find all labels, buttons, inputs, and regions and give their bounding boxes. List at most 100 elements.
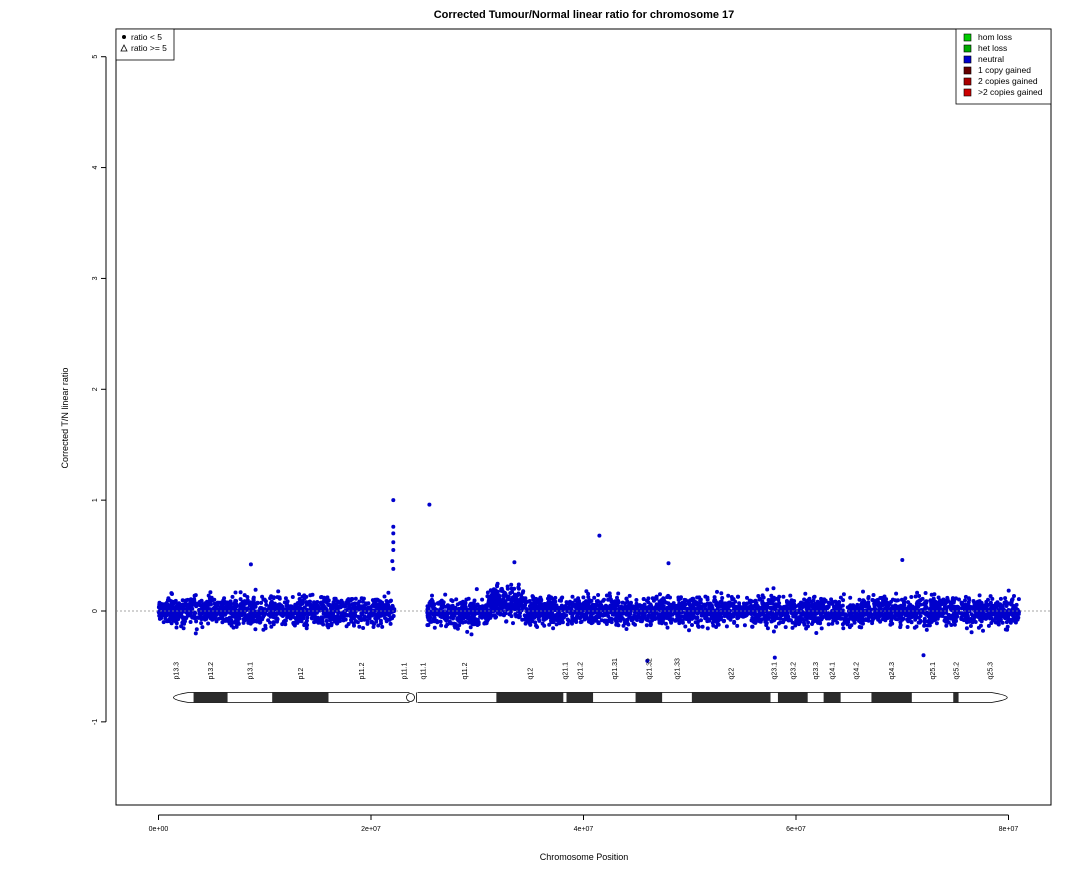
data-point: [326, 625, 331, 630]
data-point: [435, 620, 440, 625]
data-point: [764, 613, 769, 618]
data-point: [735, 594, 740, 599]
data-point: [253, 627, 258, 632]
data-point: [439, 603, 444, 608]
plot-frame: [115, 28, 1052, 806]
data-point: [208, 602, 213, 607]
data-point: [860, 608, 865, 613]
data-point: [472, 598, 477, 603]
ideogram-band: [691, 692, 771, 703]
data-point: [838, 595, 843, 600]
data-point: [455, 616, 460, 621]
data-point: [286, 604, 291, 609]
data-point: [503, 600, 508, 605]
data-point: [312, 600, 316, 605]
data-point: [333, 614, 338, 619]
data-point: [218, 605, 223, 609]
x-tick-label: 4e+07: [574, 826, 594, 833]
data-point: [712, 598, 717, 603]
data-point: [201, 608, 206, 613]
data-point: [781, 594, 786, 599]
data-point: [607, 616, 612, 621]
data-point: [732, 619, 737, 624]
data-point: [826, 622, 831, 627]
data-point: [428, 603, 433, 608]
data-point: [359, 596, 364, 601]
data-point: [245, 595, 250, 599]
data-point: [788, 618, 793, 623]
data-point: [934, 621, 939, 626]
data-point: [164, 601, 169, 605]
ideogram-band-label: q23.1: [772, 662, 779, 680]
data-point: [953, 617, 958, 621]
data-point: [497, 602, 502, 607]
data-point: [819, 626, 824, 631]
data-point: [639, 616, 644, 621]
data-point: [230, 612, 235, 617]
data-point: [248, 562, 253, 567]
data-point: [750, 599, 755, 604]
data-point: [426, 617, 431, 622]
data-point: [234, 602, 239, 607]
data-point: [353, 608, 358, 613]
data-point: [693, 607, 698, 612]
data-point: [159, 616, 164, 621]
data-point: [845, 621, 849, 626]
data-point: [469, 632, 474, 637]
data-point: [531, 597, 536, 602]
data-point: [430, 593, 434, 598]
data-point: [276, 611, 281, 616]
data-point: [225, 600, 230, 605]
data-point: [194, 627, 199, 632]
data-point: [179, 624, 184, 629]
data-point: [177, 614, 182, 619]
data-point: [1013, 620, 1018, 625]
data-point: [188, 620, 193, 624]
data-point: [602, 618, 607, 623]
data-point: [969, 630, 974, 635]
data-point: [794, 621, 798, 625]
data-point: [310, 607, 315, 612]
data-point: [491, 600, 496, 605]
data-point: [378, 618, 383, 623]
data-point: [295, 613, 300, 618]
data-point: [1004, 604, 1009, 608]
data-point: [972, 608, 977, 613]
ideogram-band: [953, 692, 959, 703]
data-point: [469, 609, 474, 614]
data-point: [751, 619, 756, 624]
data-point: [468, 616, 473, 621]
data-point: [582, 612, 586, 617]
data-point: [755, 604, 760, 609]
data-point: [669, 612, 674, 617]
marker-legend-symbol: [122, 35, 126, 39]
data-point: [209, 612, 214, 617]
data-point: [761, 595, 766, 600]
data-point: [312, 620, 317, 625]
data-point: [1001, 607, 1006, 612]
data-point: [650, 596, 655, 601]
data-point: [643, 613, 647, 618]
data-point: [382, 606, 386, 611]
data-point: [324, 618, 329, 623]
data-point: [247, 608, 252, 613]
data-point: [340, 615, 345, 619]
data-point: [691, 596, 696, 601]
ideogram-band-label: q23.2: [790, 662, 797, 680]
data-point: [458, 611, 463, 616]
data-point: [741, 601, 746, 606]
data-point: [326, 602, 331, 607]
data-point: [1005, 627, 1010, 632]
data-point: [819, 608, 824, 613]
data-point: [977, 593, 982, 598]
data-point: [275, 619, 279, 624]
data-point: [316, 605, 321, 609]
data-point: [935, 613, 940, 618]
data-point: [862, 602, 867, 607]
data-point: [773, 616, 778, 621]
data-point: [859, 625, 864, 630]
data-point: [624, 627, 629, 631]
data-point: [493, 615, 498, 620]
data-point: [480, 597, 485, 602]
data-point: [663, 612, 668, 617]
